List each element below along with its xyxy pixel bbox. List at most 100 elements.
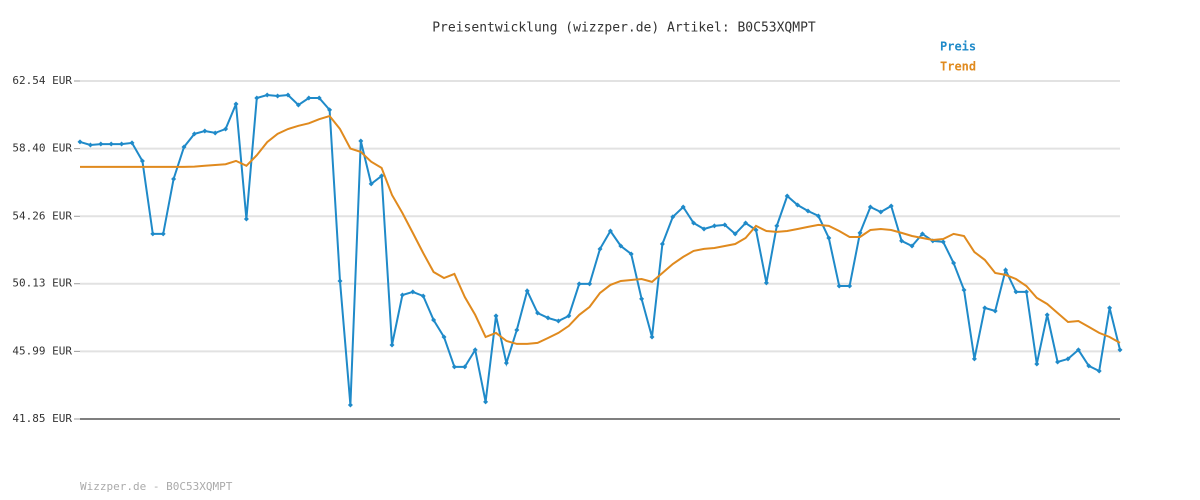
point xyxy=(514,327,520,333)
point xyxy=(982,305,988,311)
point xyxy=(732,231,738,237)
point xyxy=(940,239,946,245)
y-tick-label: 62.54 EUR xyxy=(12,74,72,87)
point xyxy=(87,142,93,148)
point xyxy=(98,141,104,147)
point xyxy=(410,289,416,295)
point xyxy=(555,318,561,324)
footer: Wizzper.de - B0C53XQMPT xyxy=(80,480,233,493)
point xyxy=(119,141,125,147)
point xyxy=(566,313,572,319)
point xyxy=(503,360,509,366)
point xyxy=(587,281,593,287)
point xyxy=(275,93,281,99)
point xyxy=(535,310,541,316)
point xyxy=(951,260,957,266)
series-line xyxy=(80,114,1121,345)
point xyxy=(77,139,83,145)
point xyxy=(815,213,821,219)
point xyxy=(431,317,437,323)
point xyxy=(836,283,842,289)
point xyxy=(1086,363,1092,369)
y-tick-label: 45.99 EUR xyxy=(12,344,72,357)
point xyxy=(1075,347,1081,353)
point xyxy=(919,231,925,237)
point xyxy=(108,141,114,147)
chart-title: Preisentwicklung (wizzper.de) Artikel: B… xyxy=(432,21,816,36)
point xyxy=(223,126,229,132)
point xyxy=(243,216,249,222)
point xyxy=(1013,289,1019,295)
point xyxy=(524,288,530,294)
point xyxy=(576,281,582,287)
point xyxy=(899,238,905,244)
point xyxy=(545,315,551,321)
point xyxy=(191,131,197,137)
point xyxy=(784,193,790,199)
point xyxy=(1023,289,1029,295)
y-tick-label: 54.26 EUR xyxy=(12,209,72,222)
point xyxy=(1096,368,1102,374)
point xyxy=(826,235,832,241)
point xyxy=(743,220,749,226)
point xyxy=(888,203,894,209)
point xyxy=(659,241,665,247)
point xyxy=(202,128,208,134)
point xyxy=(327,107,333,113)
point xyxy=(337,278,343,284)
point xyxy=(992,308,998,314)
point xyxy=(805,208,811,214)
point xyxy=(483,399,489,405)
point xyxy=(607,228,613,234)
point xyxy=(254,95,260,101)
point xyxy=(295,102,301,108)
point xyxy=(389,342,395,348)
point xyxy=(670,214,676,220)
point xyxy=(462,364,468,370)
point xyxy=(680,204,686,210)
point xyxy=(181,144,187,150)
point xyxy=(139,158,145,164)
point xyxy=(711,223,717,229)
point xyxy=(316,95,322,101)
legend-entry: Preis xyxy=(940,40,976,54)
point xyxy=(347,402,353,408)
point xyxy=(1117,347,1123,353)
point xyxy=(285,92,291,98)
point xyxy=(212,130,218,136)
point xyxy=(639,296,645,302)
point xyxy=(1065,356,1071,362)
point xyxy=(597,246,603,252)
point xyxy=(857,230,863,236)
point xyxy=(264,92,270,98)
point xyxy=(867,204,873,210)
point xyxy=(847,283,853,289)
point xyxy=(961,287,967,293)
point xyxy=(420,293,426,299)
point xyxy=(774,223,780,229)
point xyxy=(795,202,801,208)
y-tick-label: 41.85 EUR xyxy=(12,412,72,425)
point xyxy=(1044,312,1050,318)
point xyxy=(233,101,239,107)
point xyxy=(763,280,769,286)
point xyxy=(628,251,634,257)
point xyxy=(1107,305,1113,311)
point xyxy=(701,226,707,232)
point xyxy=(1034,361,1040,367)
point xyxy=(150,231,156,237)
point xyxy=(368,181,374,187)
point xyxy=(306,95,312,101)
point xyxy=(441,334,447,340)
point xyxy=(722,222,728,228)
point xyxy=(691,220,697,226)
point xyxy=(472,347,478,353)
point xyxy=(358,138,364,144)
y-tick-label: 58.40 EUR xyxy=(12,142,72,155)
legend-entry: Trend xyxy=(940,60,976,74)
point xyxy=(649,334,655,340)
point xyxy=(399,292,405,298)
point xyxy=(379,173,385,179)
point xyxy=(1055,359,1061,365)
y-tick-label: 50.13 EUR xyxy=(12,277,72,290)
